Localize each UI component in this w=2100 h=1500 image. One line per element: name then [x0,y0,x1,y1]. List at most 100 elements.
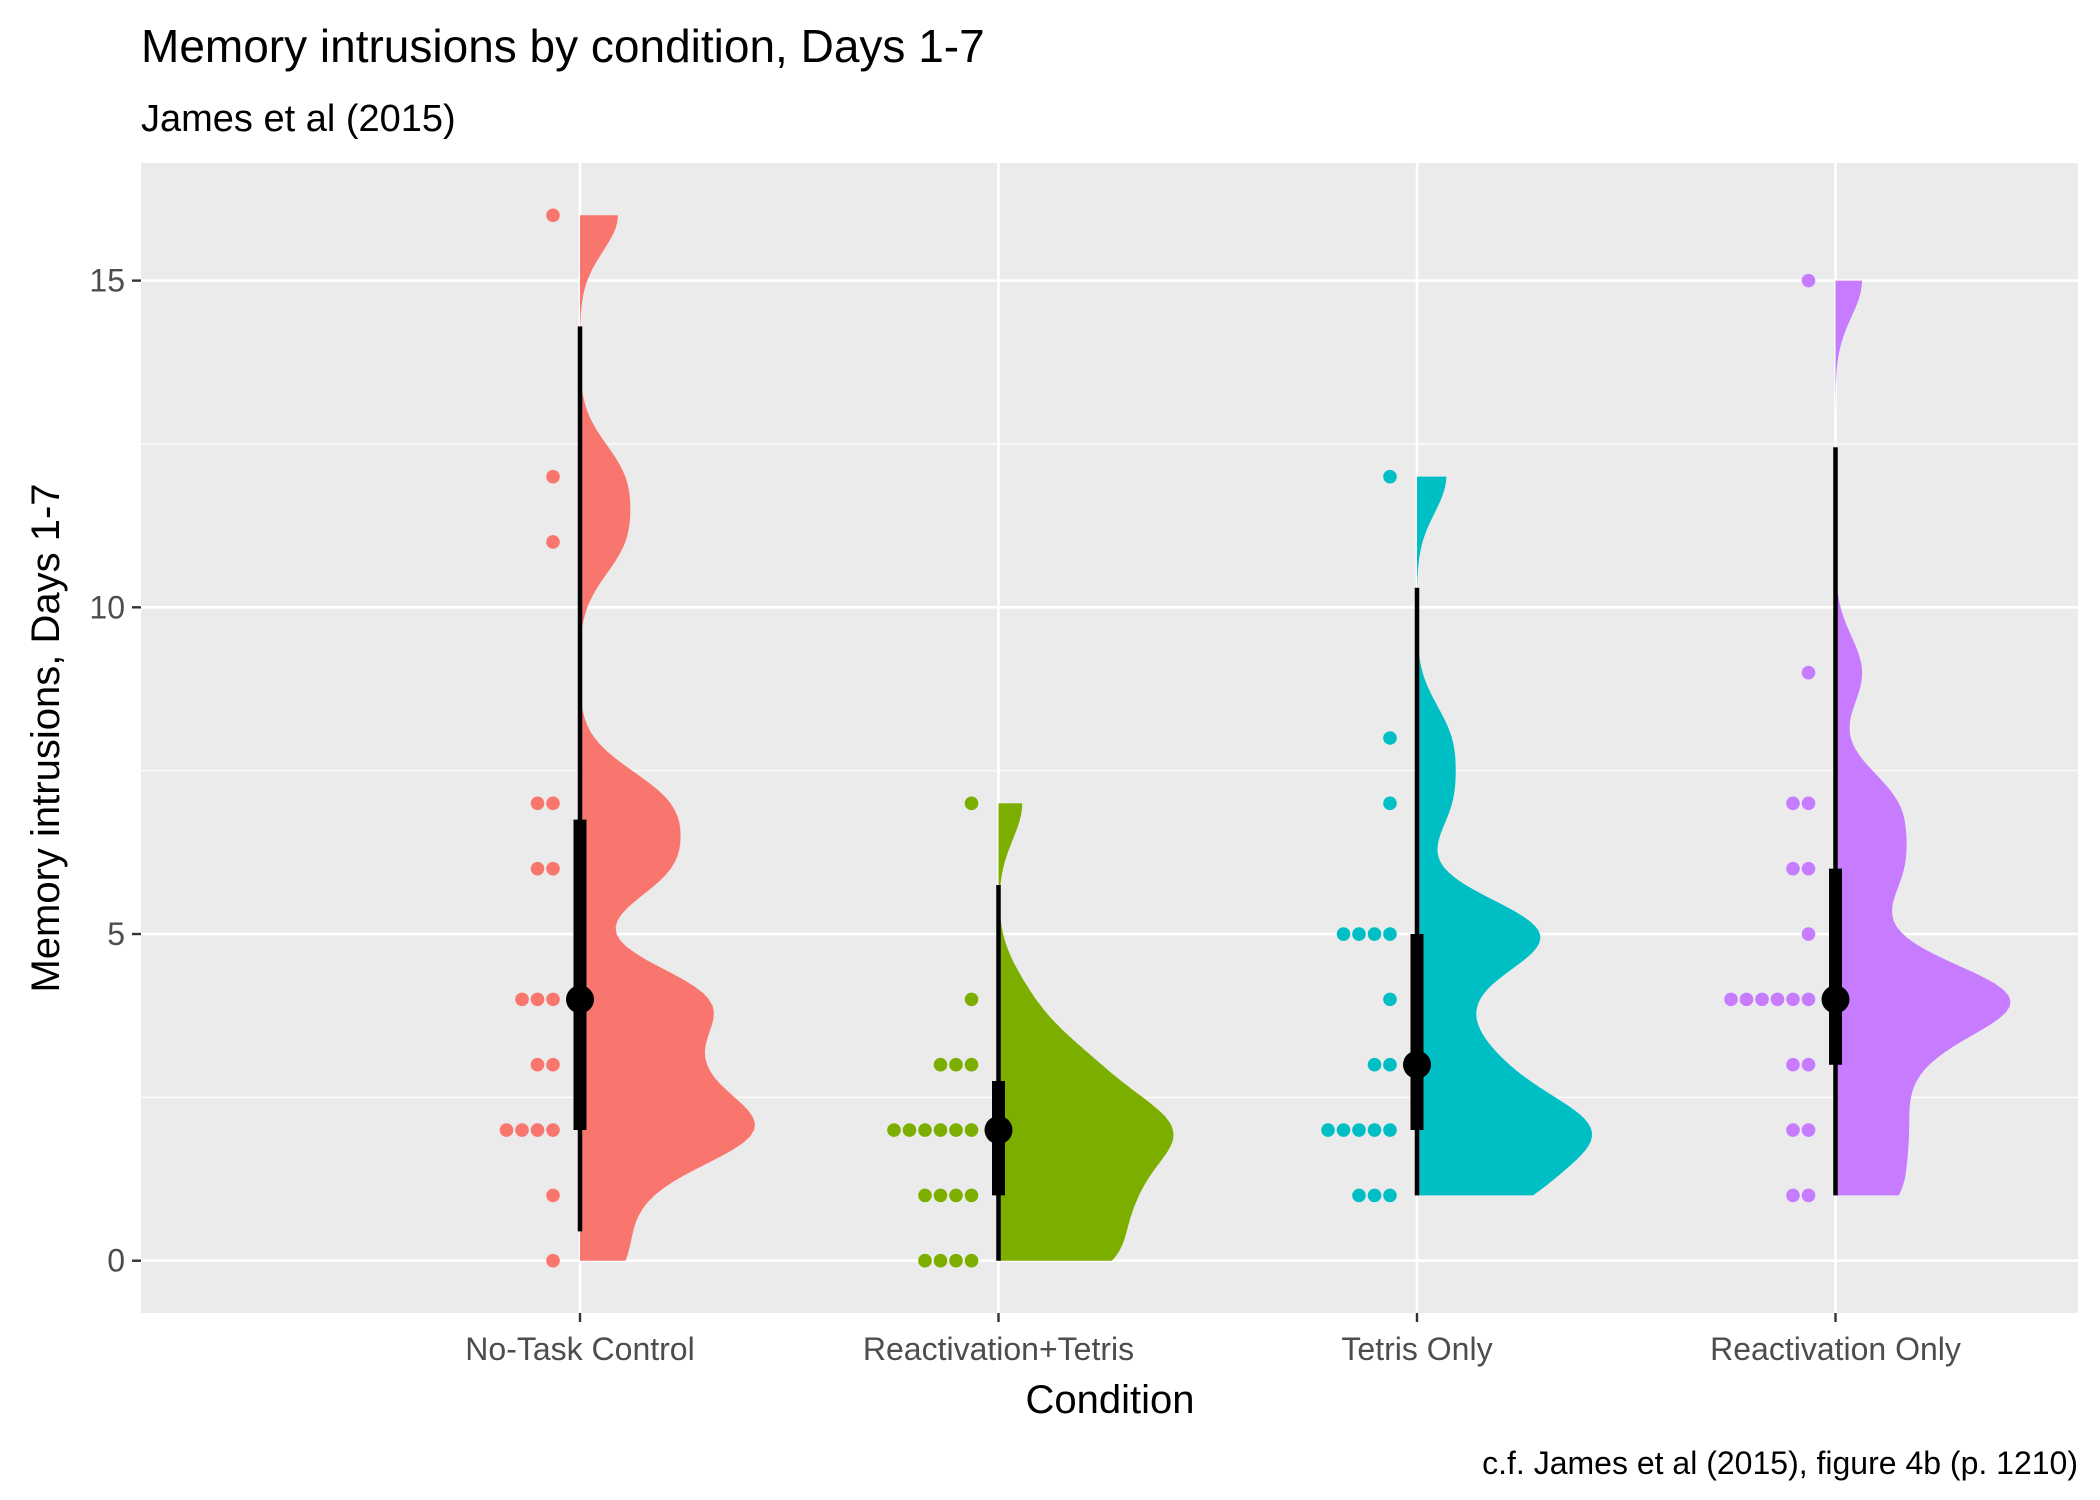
y-tick-label: 5 [107,916,125,952]
x-tick-label: Reactivation Only [1710,1331,1961,1367]
data-point [1383,796,1397,811]
data-point [918,1188,932,1203]
data-point [546,1123,560,1137]
data-points [499,208,1816,1268]
data-point [1352,1123,1366,1137]
axes: 0 5 10 15 No-Task Control Reactivation+Tetris… [89,263,1960,1367]
data-point [499,1123,514,1137]
data-point [546,796,560,811]
data-point [949,1057,963,1072]
median-point [1403,1050,1431,1079]
data-point [1801,1057,1816,1072]
half-violins [580,215,2011,1261]
data-point [546,861,560,876]
chart-subtitle: James et al (2015) [141,98,456,140]
data-point [546,535,560,549]
half-violin [1835,280,2011,1196]
data-point [1383,1188,1397,1203]
data-point [530,861,545,876]
data-point [918,1123,932,1137]
half-violin [580,215,755,1261]
data-point [546,208,560,223]
data-point [515,1123,529,1137]
y-axis-title: Memory intrusions, Days 1-7 [24,483,68,992]
y-tick-label: 0 [107,1243,125,1279]
data-point [902,1123,917,1137]
data-point [1352,1188,1366,1203]
data-point [933,1253,948,1268]
data-point [546,1253,560,1268]
x-axis-title: Condition [1025,1378,1194,1422]
x-tick-label: Tetris Only [1341,1331,1492,1367]
data-point [1786,1188,1800,1203]
data-point [1739,992,1754,1007]
data-point [1786,861,1800,876]
interval-summaries [566,326,1850,1261]
x-tick-label: No-Task Control [465,1331,694,1367]
median-point [984,1116,1013,1145]
data-point [1383,992,1397,1007]
data-point [1352,927,1366,941]
half-violin [998,803,1174,1261]
data-point [1321,1123,1335,1137]
data-point [546,1057,560,1072]
data-point [1786,796,1800,811]
data-point [1801,861,1816,876]
data-point [1336,927,1351,941]
x-tick-label: Reactivation+Tetris [863,1331,1134,1367]
data-point [1367,1188,1382,1203]
data-point [1383,927,1397,941]
y-tick-label: 10 [89,589,125,625]
data-point [964,1188,979,1203]
data-point [964,992,979,1007]
data-point [1786,1123,1800,1137]
data-point [933,1057,948,1072]
y-tick-label: 15 [89,263,125,299]
data-point [1801,927,1816,941]
data-point [546,1188,560,1203]
data-point [546,469,560,484]
data-point [964,796,979,811]
data-point [1770,992,1785,1007]
chart-title: Memory intrusions by condition, Days 1-7 [141,20,985,72]
data-point [1724,992,1738,1007]
data-point [964,1057,979,1072]
data-point [933,1188,948,1203]
median-point [566,985,594,1014]
data-point [515,992,529,1007]
data-point [1801,992,1816,1007]
data-point [964,1123,979,1137]
data-point [530,992,545,1007]
data-point [1367,1123,1382,1137]
data-point [1786,1057,1800,1072]
median-point [1821,985,1850,1014]
data-point [530,1123,545,1137]
data-point [1367,927,1382,941]
data-point [887,1123,901,1137]
data-point [1383,731,1397,745]
data-point [1383,469,1397,484]
data-point [1336,1123,1351,1137]
data-point [1801,796,1816,811]
data-point [1786,992,1800,1007]
chart-caption: c.f. James et al (2015), figure 4b (p. 1… [1482,1445,2078,1481]
data-point [918,1253,932,1268]
half-violin [1417,476,1592,1196]
data-point [1801,1123,1816,1137]
data-point [530,1057,545,1072]
data-point [1383,1057,1397,1072]
data-point [964,1253,979,1268]
data-point [1801,665,1816,680]
data-point [1755,992,1769,1007]
data-point [1801,273,1816,288]
data-point [546,992,560,1007]
data-point [1383,1123,1397,1137]
data-point [1801,1188,1816,1203]
data-point [933,1123,948,1137]
data-point [949,1188,963,1203]
data-point [1367,1057,1382,1072]
data-point [949,1123,963,1137]
data-point [949,1253,963,1268]
data-point [530,796,545,811]
